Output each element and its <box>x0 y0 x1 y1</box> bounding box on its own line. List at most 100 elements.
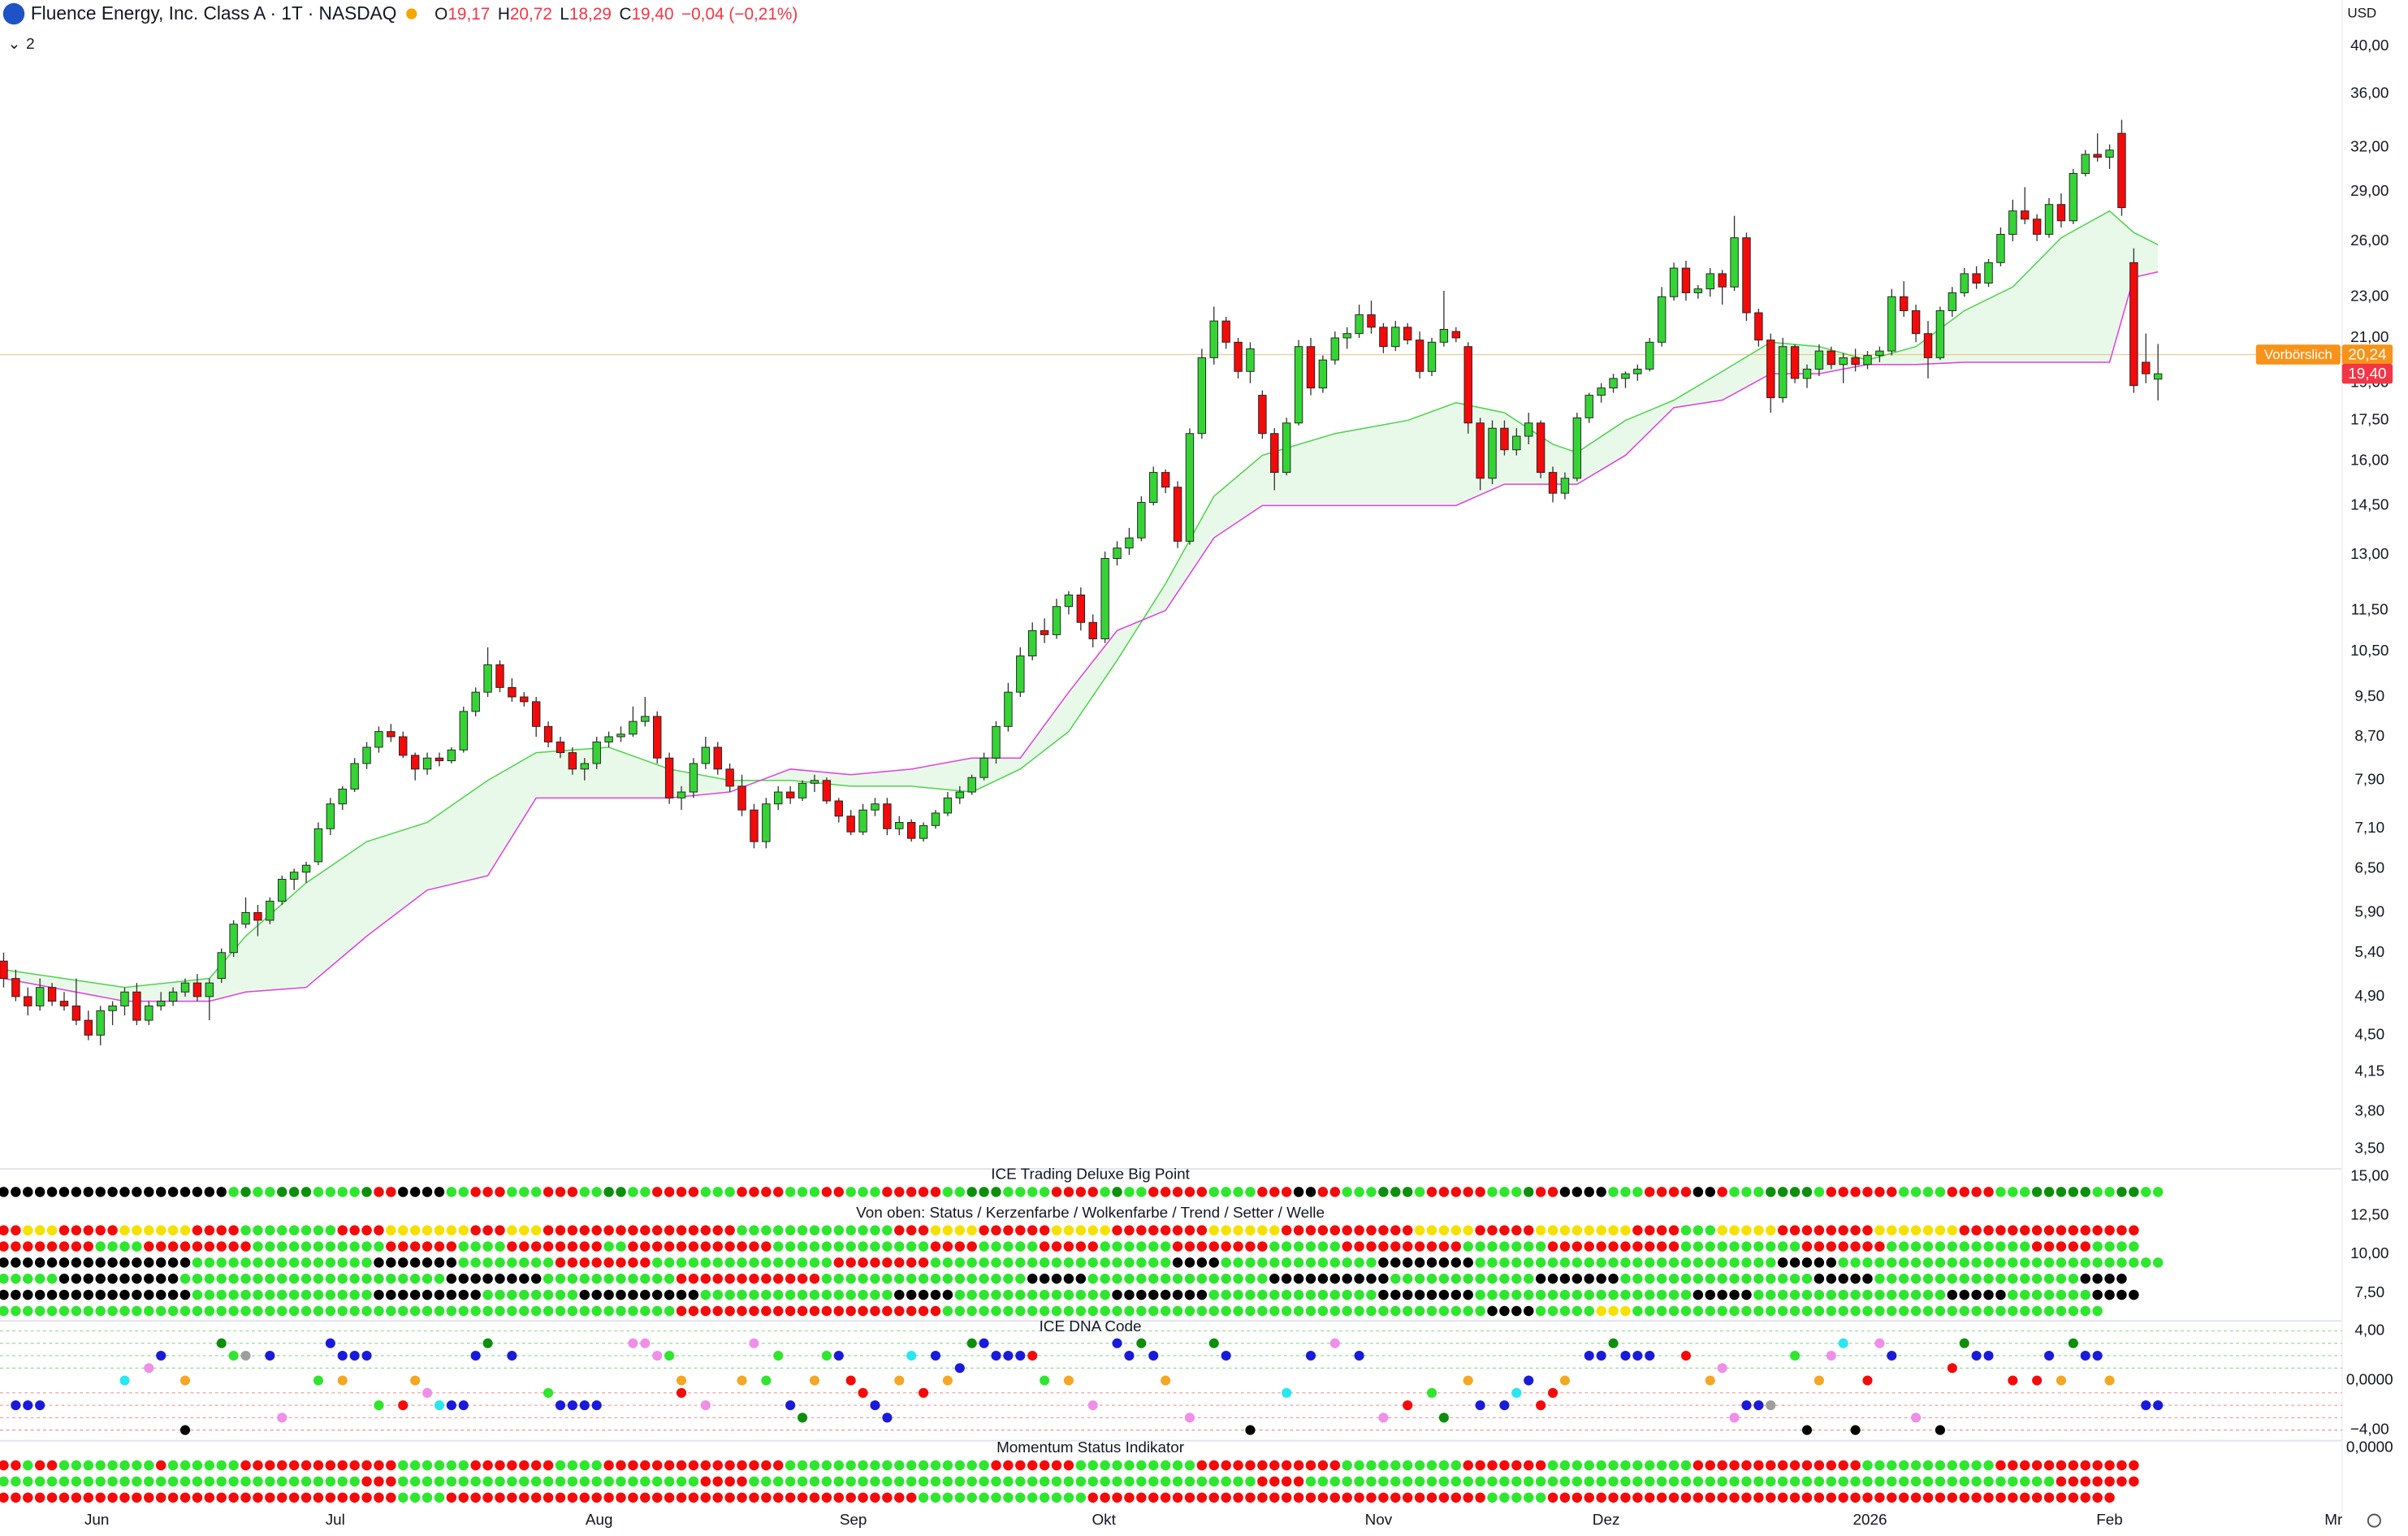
ohlc-legend: O19,17 H20,72 L18,29 C19,40 −0,04 (−0,21%) <box>434 4 798 23</box>
candle-body <box>326 803 335 829</box>
status-dot <box>1366 1289 1377 1300</box>
status-dot <box>1136 1225 1147 1235</box>
status-dot <box>434 1289 445 1300</box>
dna-dot <box>1148 1350 1159 1361</box>
status-dot <box>2019 1305 2030 1317</box>
status-dot <box>119 1492 130 1503</box>
status-dot <box>1354 1305 1364 1317</box>
status-dot <box>966 1476 977 1487</box>
indicator-count[interactable]: 2 <box>26 36 35 53</box>
dna-dot <box>1680 1350 1692 1361</box>
status-dot <box>1898 1225 1909 1235</box>
status-dot <box>1281 1460 1292 1471</box>
status-dot <box>349 1241 360 1252</box>
status-dot <box>470 1289 481 1300</box>
status-dot <box>374 1187 384 1197</box>
status-dot <box>664 1289 675 1300</box>
status-dot <box>495 1273 505 1284</box>
status-dot <box>1777 1476 1788 1487</box>
status-dot <box>1221 1305 1231 1317</box>
candle-body <box>2142 361 2151 374</box>
status-dot <box>386 1273 396 1284</box>
currency[interactable]: USD <box>2347 6 2376 21</box>
status-dot <box>555 1476 566 1487</box>
status-dot <box>1112 1289 1122 1300</box>
status-dot <box>1390 1476 1401 1487</box>
status-dot <box>954 1305 966 1317</box>
dna-dot <box>228 1350 239 1361</box>
indicator-toggle[interactable]: ⌄ <box>7 36 20 53</box>
status-dot <box>337 1257 348 1268</box>
status-dot <box>434 1187 445 1197</box>
status-dot <box>1632 1225 1643 1235</box>
session-icon <box>406 8 417 19</box>
candle-body <box>2117 132 2126 209</box>
status-dot <box>1269 1305 1280 1317</box>
status-dot <box>1705 1460 1716 1471</box>
status-dot <box>894 1257 905 1268</box>
status-dot <box>1221 1273 1231 1284</box>
status-dot <box>966 1257 977 1268</box>
status-dot <box>1450 1273 1462 1284</box>
dna-dot <box>979 1338 989 1348</box>
status-dot <box>107 1225 118 1235</box>
dna-dot <box>1161 1375 1171 1386</box>
status-dot <box>918 1305 929 1317</box>
status-dot <box>1789 1273 1801 1284</box>
status-dot <box>1305 1273 1316 1284</box>
status-dot <box>1293 1460 1304 1471</box>
status-dot <box>300 1492 312 1503</box>
candle-body <box>967 777 976 793</box>
status-dot <box>1620 1289 1631 1300</box>
status-dot <box>845 1273 856 1284</box>
status-dot <box>1620 1187 1631 1197</box>
status-dot <box>1499 1257 1510 1268</box>
status-dot <box>1874 1492 1885 1503</box>
status-dot <box>2019 1241 2030 1252</box>
status-dot <box>2080 1492 2090 1503</box>
status-dot <box>349 1476 360 1487</box>
status-dot <box>979 1460 989 1471</box>
candle-body <box>2021 210 2030 220</box>
status-dot <box>1887 1289 1897 1300</box>
candle-body <box>1669 267 1679 297</box>
status-dot <box>1208 1241 1219 1252</box>
dna-dot <box>1911 1413 1922 1423</box>
status-dot <box>325 1289 336 1300</box>
status-dot <box>2104 1225 2115 1235</box>
status-dot <box>1269 1257 1280 1268</box>
status-dot <box>737 1187 747 1197</box>
status-dot <box>144 1460 154 1471</box>
settings-icon[interactable] <box>2367 1513 2381 1528</box>
status-dot <box>1838 1257 1848 1268</box>
status-dot <box>942 1492 953 1503</box>
status-dot <box>797 1476 808 1487</box>
status-dot <box>2152 1257 2164 1268</box>
candle-body <box>834 800 843 817</box>
status-dot <box>1584 1476 1594 1487</box>
status-dot <box>1656 1225 1667 1235</box>
status-dot <box>1124 1289 1135 1300</box>
status-dot <box>361 1289 372 1300</box>
status-dot <box>1390 1241 1401 1252</box>
price-change: −0,04 (−0,21%) <box>681 4 798 23</box>
status-dot <box>0 1476 9 1487</box>
status-dot <box>858 1460 868 1471</box>
status-dot <box>1051 1241 1062 1252</box>
status-dot <box>555 1241 566 1252</box>
status-dot <box>422 1241 433 1252</box>
status-dot <box>422 1273 433 1284</box>
status-dot <box>930 1492 941 1503</box>
status-dot <box>46 1187 58 1197</box>
status-dot <box>2152 1187 2164 1197</box>
status-dot <box>1801 1476 1813 1487</box>
status-dot <box>1136 1241 1147 1252</box>
status-dot <box>167 1460 179 1471</box>
status-dot <box>555 1187 566 1197</box>
status-dot <box>749 1257 759 1268</box>
status-dot <box>1329 1257 1341 1268</box>
status-dot <box>1136 1273 1147 1284</box>
dna-dot <box>749 1338 759 1348</box>
status-dot <box>616 1460 626 1471</box>
status-dot <box>1329 1305 1341 1317</box>
